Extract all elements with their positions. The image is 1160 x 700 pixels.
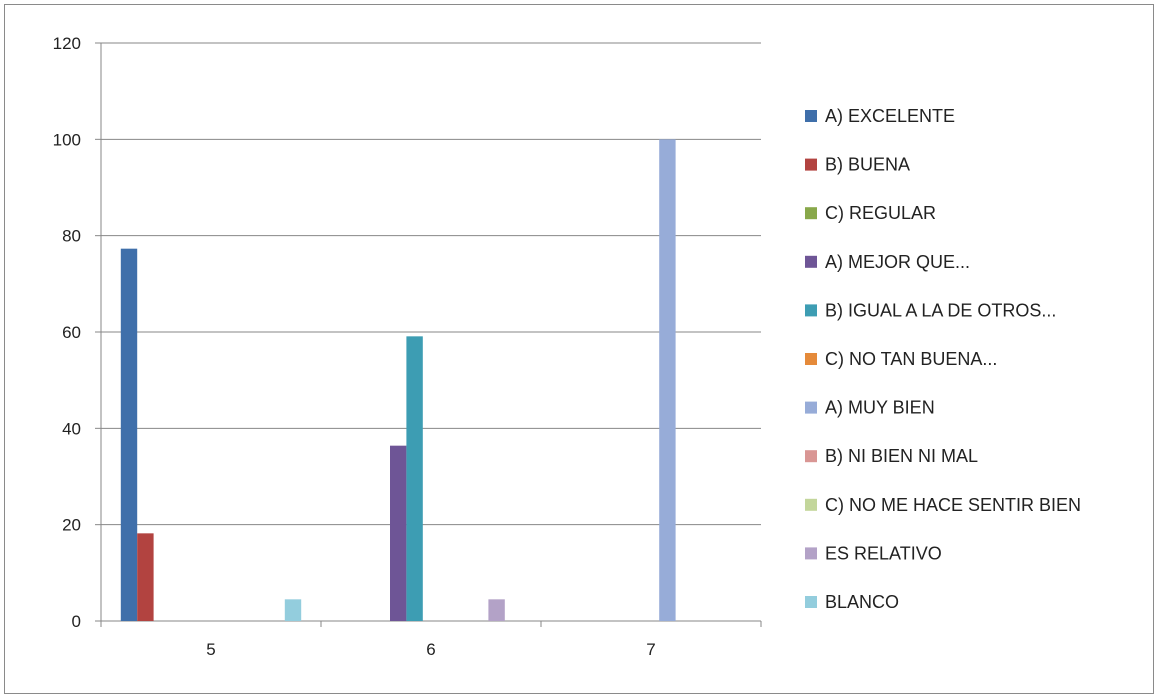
- y-tick-labels: 0 20 40 60 80 100 120: [53, 34, 81, 631]
- axes: [95, 42, 762, 627]
- legend-swatch: [805, 110, 817, 122]
- y-tick-label: 120: [53, 34, 81, 53]
- legend-swatch: [805, 158, 817, 171]
- x-tick-label: 6: [426, 640, 435, 659]
- bar: [390, 445, 407, 621]
- chart-frame: 0 20 40 60 80 100 120 5 6 7 A) EXCELENTE B) BUENA…: [4, 4, 1154, 694]
- y-tick-label: 40: [62, 419, 81, 438]
- x-tick-label: 5: [206, 640, 215, 659]
- bar: [488, 599, 505, 621]
- legend-label: BLANCO: [825, 592, 899, 612]
- legend-label: C) REGULAR: [825, 203, 936, 223]
- legend-swatch: [805, 255, 817, 268]
- y-tick-label: 60: [62, 323, 81, 342]
- bar: [406, 336, 423, 621]
- legend-label: B) NI BIEN NI MAL: [825, 446, 978, 466]
- bars: [120, 139, 676, 622]
- x-tick-labels: 5 6 7: [206, 640, 655, 659]
- legend-label: B) IGUAL A LA DE OTROS...: [825, 300, 1056, 320]
- legend-swatch: [805, 353, 817, 365]
- legend-label: A) MUY BIEN: [825, 398, 935, 418]
- y-tick-label: 100: [53, 130, 81, 149]
- legend: A) EXCELENTE B) BUENA C) REGULAR A) MEJOR Q…: [805, 106, 1081, 612]
- legend-label: A) MEJOR QUE...: [825, 252, 970, 272]
- bar: [659, 139, 676, 622]
- x-tick-label: 7: [646, 640, 655, 659]
- legend-label: A) EXCELENTE: [825, 106, 955, 126]
- legend-label: B) BUENA: [825, 155, 910, 175]
- legend-swatch: [805, 401, 817, 414]
- legend-swatch: [805, 547, 817, 560]
- y-tick-label: 0: [72, 612, 81, 631]
- bar: [137, 533, 154, 621]
- legend-label: C) NO TAN BUENA...: [825, 349, 997, 369]
- legend-swatch: [805, 207, 817, 220]
- legend-label: ES RELATIVO: [825, 543, 942, 563]
- legend-swatch: [805, 596, 817, 608]
- bar: [120, 248, 138, 621]
- bar: [284, 599, 302, 621]
- legend-label: C) NO ME HACE SENTIR BIEN: [825, 495, 1081, 515]
- y-tick-label: 80: [62, 227, 81, 246]
- legend-swatch: [805, 450, 817, 463]
- chart-svg: 0 20 40 60 80 100 120 5 6 7 A) EXCELENTE B) BUENA…: [53, 34, 1081, 659]
- legend-swatch: [805, 304, 817, 317]
- legend-swatch: [805, 498, 817, 511]
- gridlines: [101, 42, 761, 526]
- y-tick-label: 20: [62, 516, 81, 535]
